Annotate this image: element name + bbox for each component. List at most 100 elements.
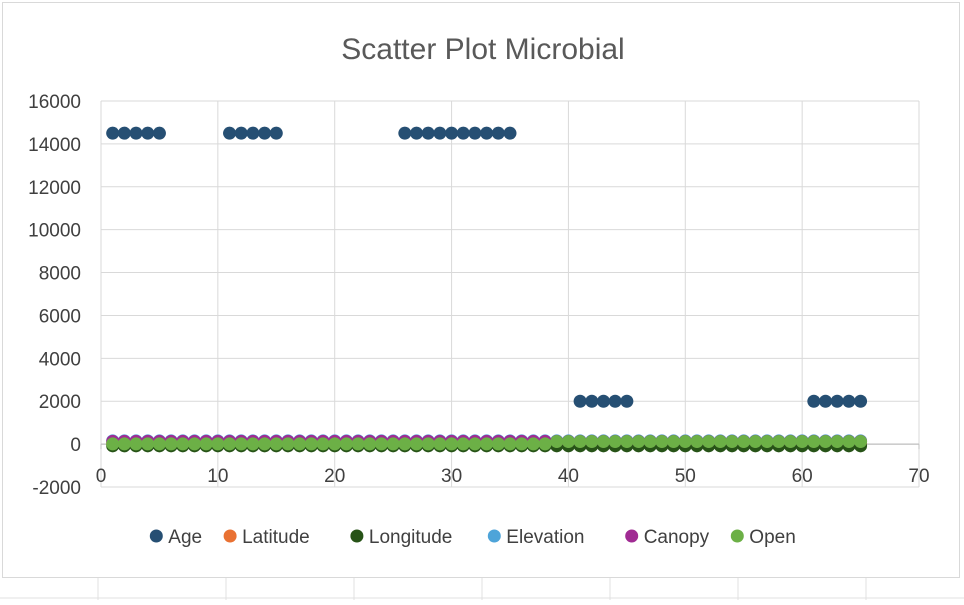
data-point-open[interactable]: [573, 435, 587, 449]
legend-item-age[interactable]: Age: [149, 527, 202, 548]
data-point-open[interactable]: [480, 437, 494, 451]
data-point-age[interactable]: [398, 126, 412, 140]
data-point-age[interactable]: [421, 126, 435, 140]
data-point-open[interactable]: [199, 437, 213, 451]
data-point-open[interactable]: [772, 435, 786, 449]
data-point-open[interactable]: [211, 437, 225, 451]
data-point-open[interactable]: [433, 437, 447, 451]
legend-item-canopy[interactable]: Canopy: [625, 527, 710, 548]
data-point-open[interactable]: [795, 435, 809, 449]
data-point-open[interactable]: [783, 435, 797, 449]
data-point-age[interactable]: [445, 126, 459, 140]
data-point-age[interactable]: [456, 126, 470, 140]
data-point-open[interactable]: [445, 437, 459, 451]
data-point-open[interactable]: [503, 437, 517, 451]
legend-item-latitude[interactable]: Latitude: [223, 527, 310, 548]
data-point-open[interactable]: [129, 437, 143, 451]
data-point-age[interactable]: [234, 126, 248, 140]
data-point-open[interactable]: [269, 437, 283, 451]
data-point-age[interactable]: [480, 126, 494, 140]
data-point-age[interactable]: [842, 394, 856, 408]
data-point-open[interactable]: [304, 437, 318, 451]
data-point-age[interactable]: [246, 126, 260, 140]
data-point-open[interactable]: [748, 435, 762, 449]
data-point-open[interactable]: [456, 437, 470, 451]
data-point-open[interactable]: [117, 437, 131, 451]
data-point-open[interactable]: [807, 435, 821, 449]
legend-item-longitude[interactable]: Longitude: [350, 527, 452, 548]
data-point-open[interactable]: [491, 437, 505, 451]
data-point-age[interactable]: [830, 394, 844, 408]
data-point-age[interactable]: [807, 394, 821, 408]
data-point-age[interactable]: [608, 394, 622, 408]
data-point-open[interactable]: [468, 437, 482, 451]
data-point-age[interactable]: [573, 394, 587, 408]
data-point-age[interactable]: [258, 126, 272, 140]
data-point-open[interactable]: [830, 435, 844, 449]
data-point-open[interactable]: [363, 437, 377, 451]
data-point-open[interactable]: [526, 437, 540, 451]
data-point-open[interactable]: [725, 435, 739, 449]
data-point-open[interactable]: [106, 437, 120, 451]
data-point-age[interactable]: [491, 126, 505, 140]
data-point-open[interactable]: [585, 435, 599, 449]
data-point-open[interactable]: [293, 437, 307, 451]
data-point-open[interactable]: [667, 435, 681, 449]
data-point-open[interactable]: [316, 437, 330, 451]
data-point-open[interactable]: [410, 437, 424, 451]
data-point-open[interactable]: [258, 437, 272, 451]
data-point-age[interactable]: [819, 394, 833, 408]
data-point-open[interactable]: [608, 435, 622, 449]
data-point-age[interactable]: [433, 126, 447, 140]
data-point-open[interactable]: [421, 437, 435, 451]
data-point-age[interactable]: [152, 126, 166, 140]
data-point-open[interactable]: [842, 435, 856, 449]
data-point-age[interactable]: [585, 394, 599, 408]
data-point-open[interactable]: [854, 435, 868, 449]
chart-area[interactable]: Scatter Plot Microbial -2000 0 2000 4000 600…: [2, 2, 960, 578]
data-point-open[interactable]: [561, 435, 575, 449]
data-point-open[interactable]: [702, 435, 716, 449]
data-point-age[interactable]: [410, 126, 424, 140]
data-point-open[interactable]: [655, 435, 669, 449]
data-point-age[interactable]: [117, 126, 131, 140]
data-point-age[interactable]: [620, 394, 634, 408]
data-point-open[interactable]: [339, 437, 353, 451]
legend[interactable]: Age Latitude Longitude Elevation Canopy Open: [149, 527, 796, 548]
data-point-open[interactable]: [620, 435, 634, 449]
data-point-age[interactable]: [223, 126, 237, 140]
data-point-open[interactable]: [223, 437, 237, 451]
data-point-open[interactable]: [819, 435, 833, 449]
data-point-open[interactable]: [374, 437, 388, 451]
data-point-open[interactable]: [737, 435, 751, 449]
data-point-age[interactable]: [468, 126, 482, 140]
data-point-open[interactable]: [713, 435, 727, 449]
data-point-open[interactable]: [643, 435, 657, 449]
data-point-open[interactable]: [351, 437, 365, 451]
data-point-open[interactable]: [632, 435, 646, 449]
data-point-open[interactable]: [152, 437, 166, 451]
data-point-open[interactable]: [234, 437, 248, 451]
data-point-open[interactable]: [164, 437, 178, 451]
data-point-age[interactable]: [106, 126, 120, 140]
legend-item-open[interactable]: Open: [730, 527, 796, 548]
legend-item-elevation[interactable]: Elevation: [487, 527, 585, 548]
data-point-open[interactable]: [246, 437, 260, 451]
data-point-open[interactable]: [538, 437, 552, 451]
data-point-age[interactable]: [269, 126, 283, 140]
data-point-open[interactable]: [678, 435, 692, 449]
data-point-age[interactable]: [141, 126, 155, 140]
data-point-age[interactable]: [503, 126, 517, 140]
data-point-open[interactable]: [141, 437, 155, 451]
data-point-open[interactable]: [187, 437, 201, 451]
data-point-open[interactable]: [690, 435, 704, 449]
data-point-open[interactable]: [176, 437, 190, 451]
data-point-open[interactable]: [760, 435, 774, 449]
data-point-open[interactable]: [515, 437, 529, 451]
data-point-open[interactable]: [398, 437, 412, 451]
data-point-age[interactable]: [129, 126, 143, 140]
data-point-open[interactable]: [328, 437, 342, 451]
data-point-age[interactable]: [854, 394, 868, 408]
data-point-open[interactable]: [550, 435, 564, 449]
data-point-open[interactable]: [596, 435, 610, 449]
